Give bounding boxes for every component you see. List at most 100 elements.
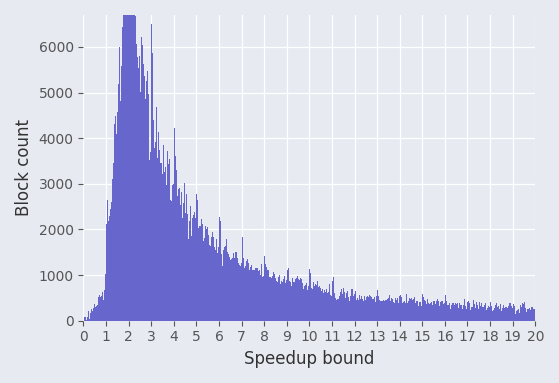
Bar — [436, 301, 437, 321]
Bar — [417, 301, 418, 321]
Bar — [455, 303, 456, 321]
Bar — [405, 303, 406, 321]
Bar — [506, 308, 507, 321]
Bar — [413, 299, 414, 321]
Bar — [518, 309, 519, 321]
Bar — [337, 299, 338, 321]
Bar — [372, 299, 373, 321]
Bar — [140, 92, 141, 321]
Bar — [362, 299, 363, 321]
Bar — [248, 264, 249, 321]
Bar — [221, 254, 222, 321]
Bar — [234, 259, 235, 321]
Bar — [247, 259, 248, 321]
Bar — [122, 27, 123, 321]
Bar — [201, 219, 202, 321]
Bar — [513, 304, 514, 321]
Bar — [415, 303, 416, 321]
Bar — [218, 247, 219, 321]
Bar — [207, 227, 208, 321]
Bar — [171, 201, 172, 321]
Bar — [432, 306, 433, 321]
Bar — [331, 296, 332, 321]
Bar — [307, 292, 309, 321]
Bar — [453, 303, 454, 321]
Bar — [123, 6, 124, 321]
Bar — [499, 309, 500, 321]
Bar — [127, 0, 129, 321]
Bar — [341, 289, 342, 321]
Bar — [236, 252, 237, 321]
Bar — [380, 301, 381, 321]
Bar — [278, 275, 280, 321]
Bar — [357, 298, 358, 321]
Bar — [174, 156, 176, 321]
Bar — [141, 37, 142, 321]
Bar — [305, 285, 306, 321]
Bar — [525, 308, 526, 321]
Bar — [463, 305, 464, 321]
Bar — [227, 252, 228, 321]
Bar — [94, 304, 95, 321]
Bar — [124, 2, 125, 321]
Bar — [211, 237, 212, 321]
Bar — [356, 300, 357, 321]
Bar — [299, 279, 300, 321]
Bar — [216, 239, 217, 321]
Bar — [342, 293, 343, 321]
Bar — [237, 258, 238, 321]
Bar — [173, 184, 174, 321]
Bar — [131, 0, 132, 321]
Bar — [263, 275, 264, 321]
Bar — [180, 205, 181, 321]
Bar — [158, 132, 159, 321]
Bar — [311, 288, 312, 321]
Bar — [329, 283, 330, 321]
Bar — [401, 304, 402, 321]
Bar — [533, 309, 534, 321]
Bar — [369, 296, 370, 321]
Bar — [296, 278, 297, 321]
Bar — [382, 295, 383, 321]
Bar — [121, 65, 122, 321]
Bar — [507, 308, 508, 321]
Bar — [120, 101, 121, 321]
Bar — [309, 269, 310, 321]
Bar — [281, 281, 282, 321]
Bar — [271, 278, 272, 321]
Bar — [137, 57, 138, 321]
Bar — [106, 224, 107, 321]
Bar — [310, 273, 311, 321]
Bar — [226, 239, 227, 321]
Bar — [107, 200, 108, 321]
Bar — [252, 265, 253, 321]
Bar — [104, 290, 105, 321]
Bar — [84, 317, 85, 321]
Bar — [87, 317, 88, 321]
Bar — [116, 134, 117, 321]
Bar — [528, 309, 529, 321]
Bar — [402, 303, 403, 321]
Bar — [345, 298, 347, 321]
Bar — [488, 306, 489, 321]
Bar — [302, 283, 303, 321]
Bar — [424, 300, 425, 321]
Bar — [215, 250, 216, 321]
Bar — [347, 291, 348, 321]
Bar — [422, 295, 423, 321]
Bar — [214, 236, 215, 321]
Bar — [115, 116, 116, 321]
Bar — [230, 260, 231, 321]
Bar — [132, 0, 133, 321]
Bar — [135, 16, 136, 321]
Bar — [200, 226, 201, 321]
Bar — [443, 304, 444, 321]
Bar — [493, 310, 494, 321]
Bar — [199, 226, 200, 321]
Bar — [508, 306, 509, 321]
Bar — [108, 216, 110, 321]
Bar — [156, 107, 157, 321]
Bar — [313, 282, 314, 321]
Bar — [210, 246, 211, 321]
Bar — [449, 303, 451, 321]
